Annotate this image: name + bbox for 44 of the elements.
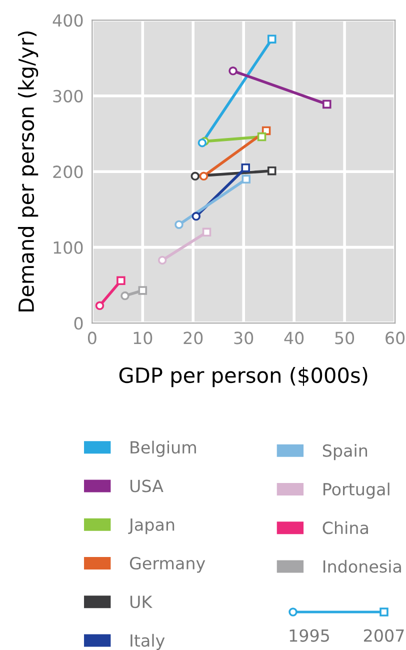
x-tick-label: 30 (234, 332, 254, 344)
point (174, 220, 184, 229)
x-tick-label: 60 (386, 332, 405, 344)
legend-label: Indonesia (324, 560, 401, 573)
x-tick-label: 10 (134, 332, 152, 344)
legend-label: UK (130, 596, 152, 608)
y-tick-label: 100 (54, 241, 83, 254)
point (138, 286, 148, 295)
x-tick-label: 50 (335, 332, 354, 344)
x-tick-label: 0 (88, 332, 96, 344)
legend-label: China (322, 521, 368, 534)
legend-label: Italy (130, 634, 165, 650)
point (257, 132, 266, 142)
text: 2007 (364, 629, 404, 642)
point (190, 172, 200, 181)
legend-label: Portugal (324, 482, 390, 499)
point (202, 228, 212, 237)
point (116, 276, 126, 286)
y-axis-title: Demand per person (kg/yr) (18, 32, 38, 312)
point (322, 100, 332, 109)
point (95, 301, 104, 310)
text: 1995 (290, 629, 329, 642)
legend-label: Belgium (130, 440, 196, 457)
point (242, 174, 250, 184)
legend-label: Japan (128, 518, 174, 534)
y-tick-label: 400 (52, 14, 83, 27)
point (241, 163, 250, 172)
point (198, 138, 207, 148)
legend-label: USA (130, 480, 164, 492)
legend-label: Germany (130, 556, 206, 573)
point (120, 291, 130, 300)
point (267, 34, 276, 44)
point (158, 256, 167, 265)
point (228, 66, 238, 76)
point (267, 166, 276, 176)
point (192, 212, 201, 221)
y-tick-label: 200 (53, 166, 83, 178)
x-tick-label: 20 (184, 332, 203, 344)
legend-label: Spain (322, 444, 368, 460)
y-tick-label: 300 (53, 90, 83, 102)
x-axis-title: GDP per person ($000s) (119, 366, 368, 388)
y-tick-label: 0 (74, 317, 83, 330)
point (199, 172, 208, 181)
x-tick-label: 40 (284, 332, 304, 344)
